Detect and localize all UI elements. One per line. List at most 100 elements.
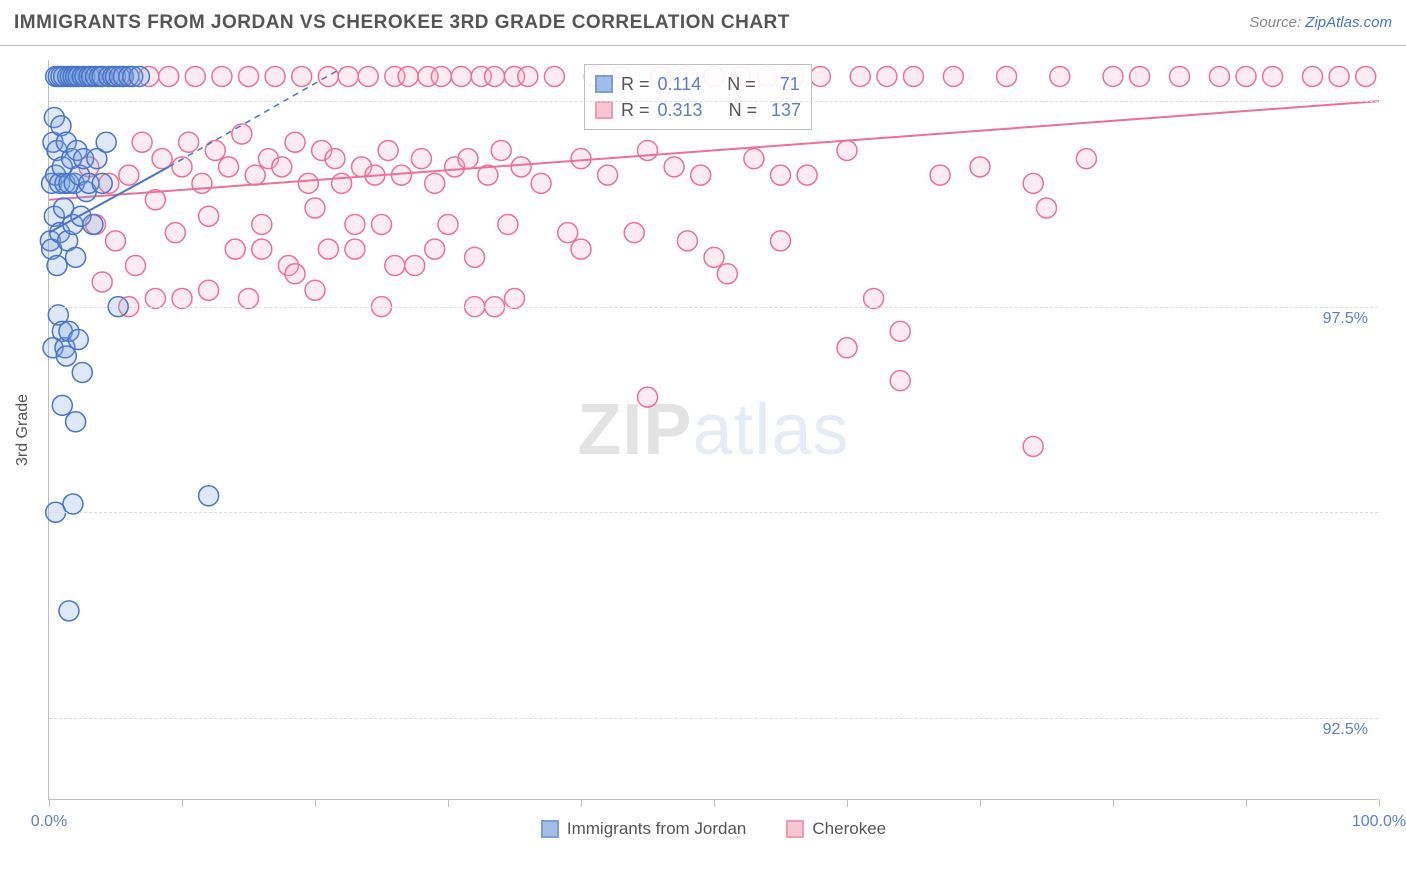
scatter-point xyxy=(185,66,205,86)
y-axis-label: 3rd Grade xyxy=(14,394,32,466)
grid-line xyxy=(49,307,1378,308)
scatter-point xyxy=(56,346,76,366)
chart-source: Source: ZipAtlas.com xyxy=(1249,14,1392,31)
scatter-point xyxy=(199,486,219,506)
n-label: N = xyxy=(727,71,756,97)
scatter-point xyxy=(152,149,172,169)
scatter-svg xyxy=(49,60,1378,799)
scatter-point xyxy=(465,247,485,267)
y-tick-label: 97.5% xyxy=(1323,310,1368,328)
legend-swatch xyxy=(541,820,559,838)
scatter-point xyxy=(66,412,86,432)
scatter-point xyxy=(172,288,192,308)
scatter-point xyxy=(239,288,259,308)
grid-line xyxy=(49,718,1378,719)
chart-header: IMMIGRANTS FROM JORDAN VS CHEROKEE 3RD G… xyxy=(0,0,1406,46)
scatter-point xyxy=(1130,66,1150,86)
legend-swatch xyxy=(595,75,613,93)
scatter-point xyxy=(837,140,857,160)
scatter-point xyxy=(1050,66,1070,86)
scatter-point xyxy=(1076,149,1096,169)
scatter-point xyxy=(531,173,551,193)
scatter-point xyxy=(272,157,292,177)
r-label: R = xyxy=(621,71,650,97)
scatter-point xyxy=(252,239,272,259)
scatter-point xyxy=(1303,66,1323,86)
scatter-point xyxy=(837,338,857,358)
x-tick-label: 0.0% xyxy=(31,813,67,831)
scatter-point xyxy=(451,66,471,86)
scatter-point xyxy=(405,256,425,276)
scatter-point xyxy=(165,223,185,243)
scatter-point xyxy=(145,288,165,308)
scatter-point xyxy=(638,387,658,407)
scatter-point xyxy=(63,494,83,514)
scatter-point xyxy=(491,140,511,160)
scatter-point xyxy=(664,157,684,177)
scatter-point xyxy=(159,66,179,86)
grid-line xyxy=(49,101,1378,102)
scatter-point xyxy=(904,66,924,86)
legend-item: Immigrants from Jordan xyxy=(541,819,747,839)
x-tick xyxy=(315,799,316,807)
scatter-point xyxy=(691,165,711,185)
x-tick xyxy=(182,799,183,807)
scatter-point xyxy=(677,231,697,251)
scatter-point xyxy=(970,157,990,177)
scatter-point xyxy=(358,66,378,86)
scatter-point xyxy=(298,173,318,193)
legend-swatch xyxy=(786,820,804,838)
scatter-point xyxy=(425,173,445,193)
scatter-point xyxy=(511,157,531,177)
series-legend: Immigrants from Jordan Cherokee xyxy=(49,819,1378,839)
legend-label: Cherokee xyxy=(812,819,886,839)
x-tick xyxy=(1113,799,1114,807)
scatter-point xyxy=(485,66,505,86)
scatter-point xyxy=(219,157,239,177)
scatter-point xyxy=(890,371,910,391)
x-tick xyxy=(1246,799,1247,807)
x-tick-label: 100.0% xyxy=(1352,813,1406,831)
scatter-point xyxy=(864,288,884,308)
scatter-point xyxy=(47,256,67,276)
scatter-point xyxy=(558,223,578,243)
scatter-point xyxy=(624,223,644,243)
legend-swatch xyxy=(595,101,613,119)
scatter-point xyxy=(372,214,392,234)
scatter-point xyxy=(810,66,830,86)
correlation-legend: R =0.114N =71R =0.313N =137 xyxy=(584,64,812,130)
scatter-point xyxy=(325,149,345,169)
scatter-point xyxy=(252,214,272,234)
legend-item: Cherokee xyxy=(786,819,886,839)
scatter-point xyxy=(1023,173,1043,193)
scatter-point xyxy=(1236,66,1256,86)
scatter-point xyxy=(438,214,458,234)
scatter-point xyxy=(106,231,126,251)
scatter-point xyxy=(744,149,764,169)
scatter-point xyxy=(571,149,591,169)
scatter-point xyxy=(318,239,338,259)
y-axis-label-container: 3rd Grade xyxy=(8,60,38,800)
scatter-point xyxy=(92,272,112,292)
scatter-point xyxy=(571,239,591,259)
scatter-point xyxy=(199,206,219,226)
plot-area: ZIPatlas R =0.114N =71R =0.313N =137 Imm… xyxy=(48,60,1378,800)
scatter-point xyxy=(265,66,285,86)
scatter-point xyxy=(59,601,79,621)
scatter-point xyxy=(345,239,365,259)
source-site: ZipAtlas.com xyxy=(1305,14,1392,31)
scatter-point xyxy=(411,149,431,169)
scatter-point xyxy=(877,66,897,86)
x-tick xyxy=(714,799,715,807)
grid-line xyxy=(49,512,1378,513)
scatter-point xyxy=(458,149,478,169)
scatter-point xyxy=(119,165,139,185)
scatter-point xyxy=(398,66,418,86)
scatter-point xyxy=(245,165,265,185)
scatter-point xyxy=(425,239,445,259)
scatter-point xyxy=(72,362,92,382)
scatter-point xyxy=(285,132,305,152)
scatter-point xyxy=(704,247,724,267)
scatter-point xyxy=(332,173,352,193)
scatter-point xyxy=(225,239,245,259)
